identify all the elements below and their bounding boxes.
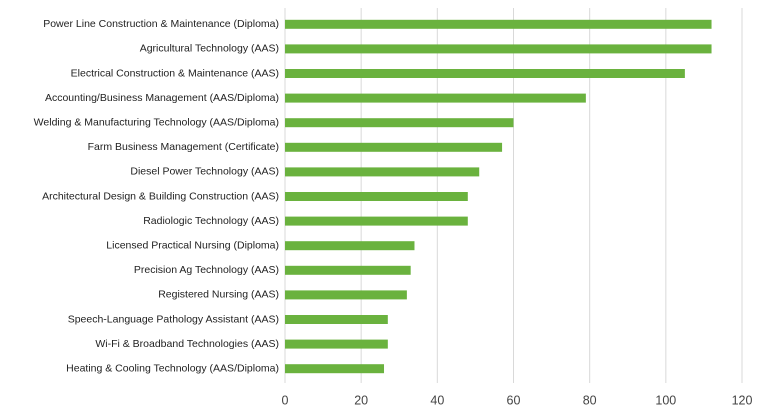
y-tick-label: Heating & Cooling Technology (AAS/Diplom… — [66, 362, 279, 374]
bar — [285, 265, 411, 275]
x-tick-label: 60 — [507, 393, 521, 407]
x-tick-label: 20 — [354, 393, 368, 407]
bar — [285, 167, 480, 177]
x-tick-label: 120 — [732, 393, 753, 407]
y-tick-label: Agricultural Technology (AAS) — [140, 43, 279, 55]
x-tick-label: 0 — [282, 393, 289, 407]
bar — [285, 192, 468, 201]
y-tick-label: Architectural Design & Building Construc… — [42, 190, 279, 202]
y-tick-label: Power Line Construction & Maintenance (D… — [43, 18, 279, 30]
bar — [285, 315, 388, 324]
y-tick-label: Precision Ag Technology (AAS) — [134, 264, 279, 276]
bar — [285, 118, 514, 128]
y-tick-label: Farm Business Management (Certificate) — [88, 141, 279, 153]
x-tick-label: 40 — [430, 393, 444, 407]
bar — [285, 290, 407, 300]
y-tick-label: Speech-Language Pathology Assistant (AAS… — [68, 313, 279, 325]
bar — [285, 93, 586, 103]
bar — [285, 364, 385, 374]
bar — [285, 142, 503, 152]
y-tick-label: Wi-Fi & Broadband Technologies (AAS) — [95, 338, 279, 350]
y-tick-label: Welding & Manufacturing Technology (AAS/… — [34, 116, 279, 128]
bar — [285, 19, 712, 29]
bar — [285, 69, 685, 78]
bar — [285, 216, 468, 226]
bar — [285, 241, 415, 251]
bar — [285, 44, 712, 54]
y-tick-label: Diesel Power Technology (AAS) — [130, 166, 279, 178]
y-tick-label: Accounting/Business Management (AAS/Dipl… — [45, 92, 279, 104]
x-tick-label: 100 — [655, 393, 676, 407]
x-tick-label: 80 — [583, 393, 597, 407]
bar — [285, 339, 388, 349]
y-tick-label: Electrical Construction & Maintenance (A… — [71, 67, 279, 79]
y-tick-label: Registered Nursing (AAS) — [158, 289, 279, 301]
y-tick-label: Licensed Practical Nursing (Diploma) — [106, 239, 279, 251]
y-tick-label: Radiologic Technology (AAS) — [143, 215, 279, 227]
